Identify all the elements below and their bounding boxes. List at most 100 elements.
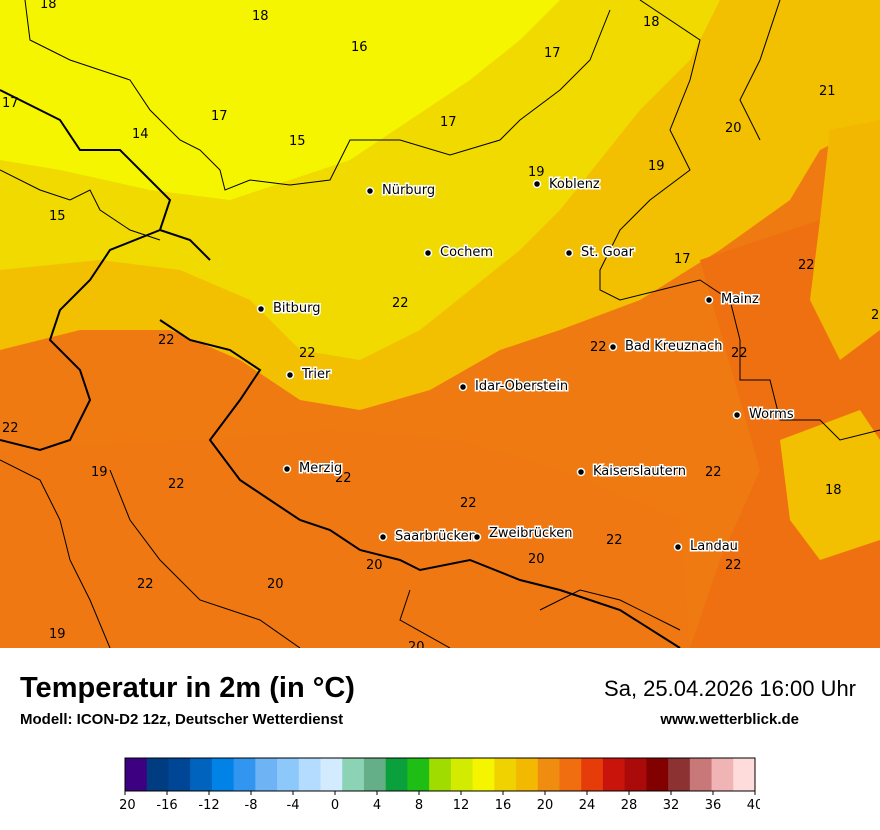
iso-label: 22 (731, 346, 748, 361)
legend-border (124, 757, 756, 792)
iso-label: 17 (440, 115, 457, 130)
temperature-map: 18 18 16 17 18 17 17 14 15 17 21 20 19 1… (0, 0, 880, 648)
city-koblenz: Koblenz (532, 176, 601, 194)
iso-label: 22 (299, 346, 316, 361)
iso-label: 15 (289, 134, 306, 149)
city-nuerburg: Nürburg (365, 182, 437, 200)
iso-label: 21 (819, 84, 836, 99)
iso-label: 20 (408, 640, 425, 648)
iso-label: 22 (2, 421, 19, 436)
city-label: St. Goar (581, 245, 635, 260)
legend-swatch (168, 758, 191, 791)
legend-swatch (494, 758, 517, 791)
legend-tick-label: 8 (415, 798, 423, 813)
iso-label: 18 (825, 483, 842, 498)
city-dot (423, 248, 433, 258)
iso-label: 15 (49, 209, 66, 224)
iso-label: 18 (643, 15, 660, 30)
city-label: Zweibrücken (489, 526, 572, 541)
legend-swatch (624, 758, 647, 791)
city-merzig: Merzig (282, 460, 344, 478)
city-label: Nürburg (382, 183, 435, 198)
map-title: Temperatur in 2m (in °C) (20, 672, 355, 704)
iso-label: 17 (544, 46, 561, 61)
iso-label: 19 (648, 159, 665, 174)
city-label: Cochem (440, 245, 493, 260)
forecast-datetime: Sa, 25.04.2026 16:00 Uhr (604, 676, 856, 701)
city-dot (576, 467, 586, 477)
city-kaiserslautern: Kaiserslautern (576, 463, 688, 481)
legend-tick-label: 36 (705, 798, 722, 813)
color-legend: -20 -16 -12 -8 -4 0 4 8 12 16 20 24 28 32 36 40 (120, 757, 760, 813)
legend-swatch (516, 758, 539, 791)
iso-label: 20 (528, 552, 545, 567)
city-dot (732, 410, 742, 420)
iso-label: 20 (725, 121, 742, 136)
city-dot (458, 382, 468, 392)
legend-swatch (711, 758, 734, 791)
legend-tick-label: 0 (331, 798, 339, 813)
iso-label: 22 (158, 333, 175, 348)
legend-tick-label: -12 (198, 798, 219, 813)
city-bitburg: Bitburg (256, 300, 322, 318)
city-dot (472, 532, 482, 542)
model-source: Modell: ICON-D2 12z, Deutscher Wetterdie… (20, 711, 344, 728)
legend-swatch (537, 758, 560, 791)
city-worms: Worms (732, 406, 795, 424)
city-dot (608, 342, 618, 352)
legend-tick-label: 32 (663, 798, 680, 813)
legend-swatch (190, 758, 213, 791)
legend-tick-label: -4 (287, 798, 300, 813)
website-link[interactable]: www.wetterblick.de (660, 711, 799, 728)
city-label: Koblenz (549, 177, 600, 192)
iso-label: 19 (528, 165, 545, 180)
iso-label: 22 (705, 465, 722, 480)
city-zweibruecken: Zweibrücken (472, 525, 574, 543)
iso-label: 20 (366, 558, 383, 573)
temp-zone-18-southeast (780, 410, 880, 560)
legend-tick-label: 20 (537, 798, 554, 813)
legend-swatch (581, 758, 604, 791)
city-saarbruecken: Saarbrücken (378, 528, 478, 546)
legend-swatch (407, 758, 430, 791)
city-label: Bad Kreuznach (625, 339, 723, 354)
legend-swatch (277, 758, 300, 791)
city-dot (532, 179, 542, 189)
legend-tick-label: 40 (747, 798, 760, 813)
legend-swatch (320, 758, 343, 791)
legend-swatch (689, 758, 713, 791)
legend-tick-label: 12 (453, 798, 470, 813)
legend-swatch (342, 758, 365, 791)
city-cochem: Cochem (423, 244, 495, 262)
city-label: Merzig (299, 461, 342, 476)
iso-label: 17 (211, 109, 228, 124)
city-markers: Nürburg Koblenz Cochem St. Goar Mainz Bi… (256, 176, 795, 556)
legend-swatch (255, 758, 278, 791)
legend-swatch (385, 758, 408, 791)
city-idar-oberstein: Idar-Oberstein (458, 378, 570, 396)
city-dot (564, 248, 574, 258)
legend-tick-label: -16 (156, 798, 177, 813)
legend-swatch (450, 758, 474, 791)
legend-tick-label: -8 (245, 798, 258, 813)
legend-swatch (646, 758, 669, 791)
legend-tick-label: -20 (120, 798, 136, 813)
border-lines (0, 0, 880, 648)
legend-swatch (559, 758, 582, 791)
iso-label: 22 (798, 258, 815, 273)
city-bad-kreuznach: Bad Kreuznach (608, 338, 724, 356)
legend-swatch (125, 758, 148, 791)
iso-label: 19 (49, 627, 66, 642)
legend-swatch (602, 758, 626, 791)
city-label: Landau (690, 539, 738, 554)
city-dot (378, 532, 388, 542)
iso-label: 19 (91, 465, 108, 480)
isotherm-labels: 18 18 16 17 18 17 17 14 15 17 21 20 19 1… (2, 0, 879, 648)
city-label: Mainz (721, 292, 759, 307)
legend-swatch (211, 758, 235, 791)
legend-swatch (363, 758, 387, 791)
iso-label: 14 (132, 127, 149, 142)
city-label: Kaiserslautern (593, 464, 686, 479)
city-dot (673, 542, 683, 552)
city-dot (256, 304, 266, 314)
